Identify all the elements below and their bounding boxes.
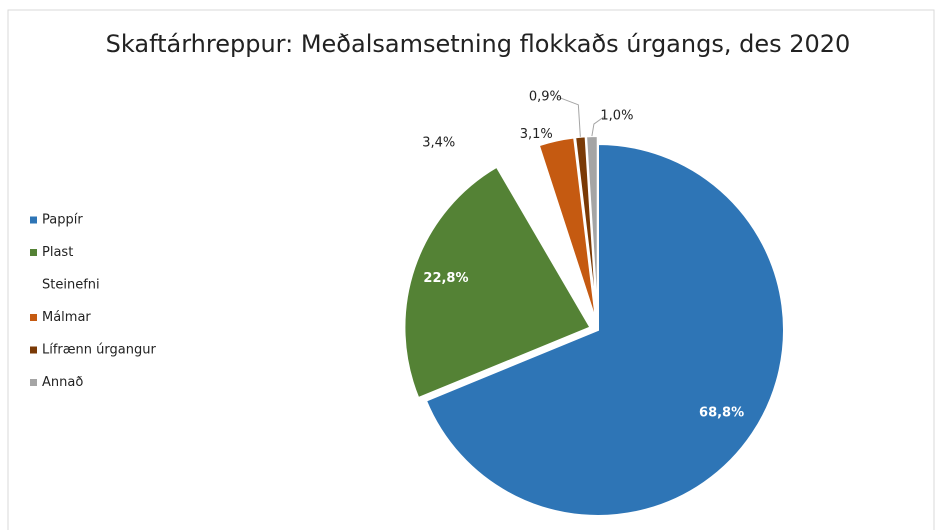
pie-slice bbox=[499, 144, 596, 324]
chart-title: Skaftárhreppur: Meðalsamsetning flokkaðs… bbox=[106, 30, 851, 58]
legend-swatch bbox=[30, 216, 37, 224]
data-label: 22,8% bbox=[423, 271, 468, 286]
legend-label: Málmar bbox=[42, 310, 91, 325]
legend-label: Lífrænn úrgangur bbox=[42, 343, 156, 358]
pie-slice bbox=[403, 165, 592, 400]
legend-label: Pappír bbox=[42, 213, 83, 228]
data-label: 0,9% bbox=[529, 89, 562, 104]
pie-slice bbox=[424, 142, 785, 517]
legend-swatch bbox=[30, 314, 37, 321]
legend-swatch bbox=[30, 249, 37, 256]
legend-label: Steinefni bbox=[42, 278, 100, 293]
leader-line bbox=[591, 115, 606, 137]
legend-swatch bbox=[30, 346, 37, 354]
legend-swatch bbox=[30, 281, 37, 289]
pie-slice bbox=[537, 136, 598, 323]
legend-swatch bbox=[30, 379, 37, 386]
data-label: 3,1% bbox=[520, 127, 553, 142]
data-label: 1,0% bbox=[600, 109, 633, 124]
data-label: 3,4% bbox=[422, 135, 455, 150]
legend-label: Plast bbox=[42, 245, 73, 260]
data-label: 68,8% bbox=[699, 405, 744, 420]
legend-label: Annað bbox=[42, 375, 83, 390]
leader-line bbox=[557, 96, 581, 137]
